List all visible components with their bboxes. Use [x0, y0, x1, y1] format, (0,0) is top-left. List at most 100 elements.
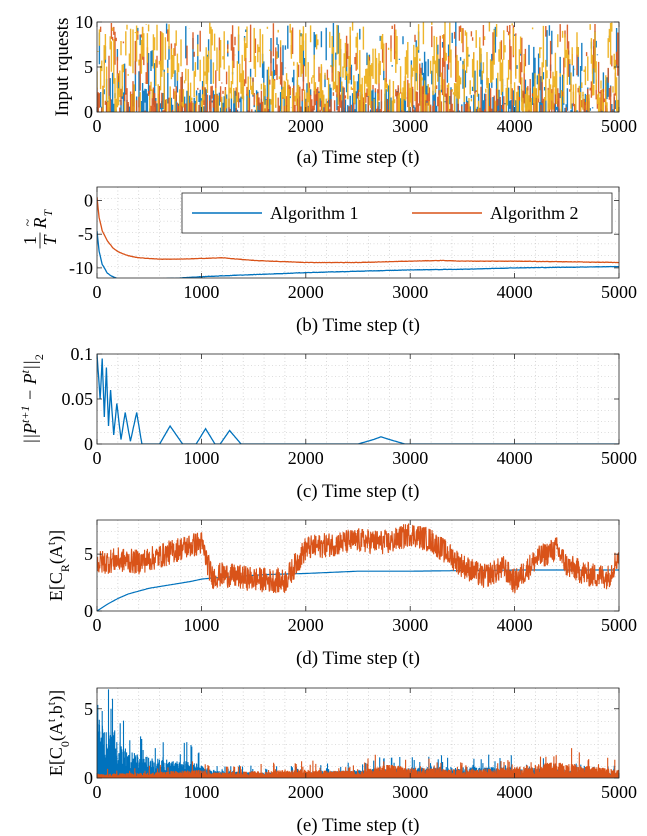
x-tick-label: 0 [93, 615, 102, 635]
panel-a-input-requests: 0 1000 2000 3000 4000 5000 0 5 10 (a) Time step (… [52, 12, 637, 168]
y-axis-label: 1 TR~T [20, 209, 60, 249]
y-tick-label: -5 [78, 224, 93, 244]
x-tick-label: 3000 [392, 448, 428, 468]
y-tick-label: 0 [84, 768, 93, 788]
series-group [97, 689, 619, 778]
y-label-part: 0 [58, 741, 72, 747]
panel-e-expected-cost-0: 0 1000 2000 3000 4000 5000 0 5 (e) Time step (t)… [44, 687, 637, 836]
x-tick-label: 1000 [183, 615, 219, 635]
panel-c-policy-difference: 0 1000 2000 3000 4000 5000 0 0.05 0.1 (c) Time st… [18, 344, 637, 502]
x-tick-label: 1000 [183, 116, 219, 136]
y-axis-label: Input rquests [52, 18, 73, 117]
y-label-part: (A [46, 722, 67, 741]
x-tick-label: 1000 [183, 448, 219, 468]
x-tick-label: 2000 [288, 116, 324, 136]
y-tick-label: 0 [84, 601, 93, 621]
y-axis-label: E[C0(At,bt)] [44, 690, 72, 776]
series-requests-3 [97, 22, 619, 112]
y-tick-label: -10 [69, 258, 93, 278]
legend-label-2: Algorithm 2 [490, 203, 579, 223]
y-label-subscript: T [41, 209, 55, 217]
y-tick-label: 10 [75, 12, 93, 32]
x-tick-label: 0 [93, 448, 102, 468]
y-tick-label: 5 [84, 544, 93, 564]
panel-caption: (c) Time step (t) [297, 481, 420, 502]
legend: Algorithm 1 Algorithm 2 [181, 192, 613, 234]
plot-frame [96, 519, 620, 612]
y-axis-label: ||Pt+1 − Pt||2 [18, 354, 46, 444]
grid [97, 354, 619, 444]
y-label-part: t [18, 369, 32, 373]
y-tick-label: 5 [84, 57, 93, 77]
panel-d-expected-cost-r: 0 1000 2000 3000 4000 5000 0 5 (d) Time step (t)… [44, 519, 637, 669]
x-tick-label: 3000 [392, 615, 428, 635]
y-label-tilde: ~ [21, 219, 36, 227]
x-tick-label: 4000 [497, 782, 533, 802]
x-tick-label: 4000 [497, 116, 533, 136]
series-group [97, 523, 619, 611]
plot-frame [96, 186, 620, 279]
x-tick-label: 2000 [288, 782, 324, 802]
y-label-part: )] [46, 530, 67, 542]
y-label-part: t [44, 718, 58, 722]
x-tick-label: 5000 [601, 448, 637, 468]
x-tick-label: 4000 [497, 282, 533, 302]
x-tick-label: 5000 [601, 282, 637, 302]
x-tick-label: 2000 [288, 448, 324, 468]
y-axis-label: E[CR(At)] [44, 530, 72, 601]
y-tick-label: 5 [84, 699, 93, 719]
panel-caption: (a) Time step (t) [297, 147, 420, 168]
series-spikes-2 [97, 748, 619, 778]
y-tick-label: 0 [84, 190, 93, 210]
panel-caption: (b) Time step (t) [296, 315, 420, 336]
y-label-part: (A [46, 545, 67, 564]
y-label-part: − P [20, 373, 40, 405]
x-tick-label: 0 [93, 282, 102, 302]
plot-frame [96, 687, 620, 779]
request-bars [97, 23, 619, 112]
x-tick-label: 1000 [183, 282, 219, 302]
series-requests-2 [97, 23, 619, 112]
y-label-part: )] [46, 690, 67, 702]
y-label-part: E[C [46, 747, 66, 776]
series-line-2 [97, 196, 619, 264]
series-group [97, 22, 619, 112]
x-tick-label: 3000 [392, 116, 428, 136]
x-tick-label: 0 [93, 116, 102, 136]
x-tick-label: 4000 [497, 615, 533, 635]
panel-caption: (d) Time step (t) [296, 648, 420, 669]
x-tick-label: 3000 [392, 782, 428, 802]
request-bars [97, 22, 619, 112]
y-tick-label: 0 [84, 102, 93, 122]
x-tick-label: 2000 [288, 615, 324, 635]
grid [97, 688, 619, 778]
plot-area [97, 354, 619, 444]
y-label-denominator: T [40, 234, 60, 246]
panel-b-average-reward: 0 1000 2000 3000 4000 5000 0 -5 -10 (b) Time step… [20, 186, 637, 336]
x-tick-label: 4000 [497, 448, 533, 468]
y-label-part: E[C [46, 572, 66, 601]
panel-caption: (e) Time step (t) [297, 815, 420, 836]
y-label-part: t+1 [18, 406, 32, 423]
x-tick-label: 5000 [601, 615, 637, 635]
y-label-part: || [20, 360, 40, 370]
x-tick-label: 1000 [183, 782, 219, 802]
legend-label-1: Algorithm 1 [270, 203, 359, 223]
y-label-part: ,b [46, 705, 66, 719]
x-tick-label: 0 [93, 782, 102, 802]
y-tick-label: 0.05 [62, 389, 94, 409]
y-tick-label: 0.1 [71, 344, 94, 364]
x-tick-label: 5000 [601, 782, 637, 802]
y-label-part: t [44, 701, 58, 705]
x-tick-label: 5000 [601, 116, 637, 136]
y-label-part: t [44, 541, 58, 545]
y-tick-label: 0 [84, 434, 93, 454]
y-label-numerator: 1 [20, 236, 40, 245]
series-line-2 [97, 523, 619, 594]
x-tick-label: 3000 [392, 282, 428, 302]
y-label-part: R [58, 564, 72, 572]
x-tick-label: 2000 [288, 282, 324, 302]
y-label-part: ||P [20, 423, 40, 444]
y-label-part: 2 [32, 354, 46, 360]
